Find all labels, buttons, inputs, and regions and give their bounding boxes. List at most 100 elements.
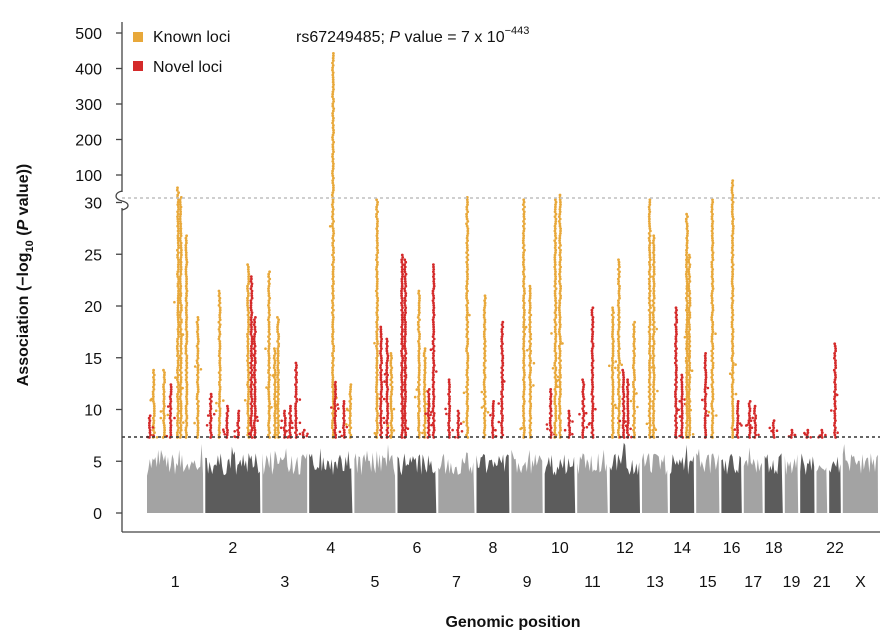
data-point xyxy=(185,414,189,418)
data-point xyxy=(294,431,297,434)
data-point xyxy=(529,402,533,406)
data-point xyxy=(179,272,183,276)
data-point xyxy=(267,304,270,307)
data-point xyxy=(686,416,689,420)
data-point xyxy=(184,349,188,353)
data-point xyxy=(247,428,250,432)
data-point xyxy=(195,320,199,324)
data-point xyxy=(177,244,180,247)
data-point xyxy=(432,268,436,271)
data-point xyxy=(523,428,526,432)
data-point xyxy=(465,400,469,403)
data-point xyxy=(652,416,655,420)
data-point xyxy=(273,364,276,367)
data-point xyxy=(427,421,431,425)
peak-chr-16-novel xyxy=(733,400,743,439)
data-point xyxy=(184,407,188,410)
data-point xyxy=(652,426,656,430)
data-point xyxy=(482,316,486,319)
data-point xyxy=(169,385,173,389)
data-point xyxy=(556,375,560,379)
data-point xyxy=(385,337,389,341)
data-point xyxy=(184,244,188,247)
data-point xyxy=(710,376,714,379)
data-point xyxy=(652,332,656,336)
data-point xyxy=(152,419,156,422)
data-point xyxy=(617,385,621,389)
peak-chr-5-known xyxy=(386,352,396,439)
data-point xyxy=(680,402,684,406)
data-point xyxy=(218,342,222,346)
data-point xyxy=(626,388,629,391)
data-point xyxy=(177,232,180,235)
data-point xyxy=(648,397,652,401)
data-point xyxy=(611,332,614,336)
data-point xyxy=(403,308,407,312)
data-point xyxy=(730,316,734,319)
data-point xyxy=(553,388,557,391)
data-point xyxy=(289,404,292,408)
data-point xyxy=(648,340,652,343)
data-point xyxy=(674,335,678,338)
data-point xyxy=(423,395,427,398)
data-point xyxy=(736,428,739,432)
data-point xyxy=(611,421,615,425)
data-point xyxy=(559,265,562,269)
data-point xyxy=(731,287,735,290)
data-point xyxy=(331,164,335,168)
data-point xyxy=(400,296,404,300)
data-point xyxy=(246,308,250,312)
data-point xyxy=(237,431,240,434)
data-point xyxy=(465,371,469,374)
peak-chr-11-novel xyxy=(578,378,589,439)
data-point xyxy=(704,368,707,372)
data-point xyxy=(180,320,183,324)
data-point xyxy=(333,404,337,408)
data-point xyxy=(680,378,683,382)
data-point xyxy=(688,419,692,422)
data-point xyxy=(685,248,688,252)
data-point xyxy=(688,289,691,293)
data-point xyxy=(166,405,170,408)
data-point xyxy=(618,395,621,398)
data-point xyxy=(401,407,404,410)
data-point xyxy=(617,313,620,317)
data-point xyxy=(268,366,271,370)
data-point xyxy=(195,359,199,362)
data-point xyxy=(685,426,688,430)
data-point xyxy=(522,215,526,219)
data-point xyxy=(389,404,393,408)
data-point xyxy=(710,301,714,305)
data-point xyxy=(267,308,271,312)
data-point xyxy=(179,270,183,274)
data-point xyxy=(253,335,256,338)
data-point xyxy=(731,354,734,358)
data-point xyxy=(711,388,715,391)
data-point xyxy=(196,347,200,350)
data-point xyxy=(417,383,421,386)
data-point xyxy=(685,227,689,231)
data-point xyxy=(273,378,277,382)
data-point xyxy=(546,427,549,431)
data-point xyxy=(482,332,486,336)
data-point xyxy=(375,361,379,365)
data-point xyxy=(162,409,165,413)
data-point xyxy=(386,431,390,434)
data-point xyxy=(246,361,250,365)
data-point xyxy=(652,246,656,250)
data-point xyxy=(522,320,526,324)
data-point xyxy=(169,400,173,403)
data-point xyxy=(622,373,625,377)
data-point xyxy=(331,56,335,60)
data-point xyxy=(688,366,691,370)
data-point xyxy=(400,373,403,377)
data-point xyxy=(253,368,257,372)
data-point xyxy=(246,409,250,413)
data-point xyxy=(529,332,533,336)
data-point xyxy=(332,83,335,86)
data-point xyxy=(176,239,180,243)
data-point xyxy=(500,407,504,410)
data-point xyxy=(625,385,629,389)
data-point xyxy=(332,186,335,190)
data-point xyxy=(276,316,279,319)
